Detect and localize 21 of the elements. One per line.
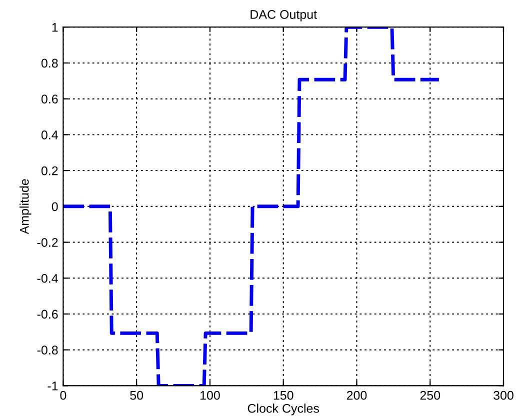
y-tick-label: -0.8 [37,346,58,355]
x-tick-label: 0 [60,390,66,400]
y-tick-label: 0.4 [41,130,58,140]
x-tick-label: 200 [346,390,367,400]
y-tick-label: -1 [48,382,58,390]
x-tick-label: 300 [494,390,514,400]
y-tick-label: -0.2 [37,238,58,247]
y-tick-label: -0.6 [37,310,58,319]
y-tick-label: 0.6 [41,94,58,104]
x-tick-label: 150 [274,390,294,400]
y-tick-label: -0.4 [37,274,58,283]
x-tick-label: 250 [420,390,440,400]
x-tick-label: 100 [200,390,220,400]
y-tick-label: 1 [52,23,58,32]
y-tick-label: 0.8 [41,58,58,68]
y-axis-title: Amplitude [20,179,32,234]
chart-title: DAC Output [250,10,317,22]
x-axis-title: Clock Cycles [248,404,320,416]
x-tick-label: 50 [130,390,144,400]
y-tick-label: 0.2 [41,166,58,176]
y-tick-label: 0 [52,202,58,212]
